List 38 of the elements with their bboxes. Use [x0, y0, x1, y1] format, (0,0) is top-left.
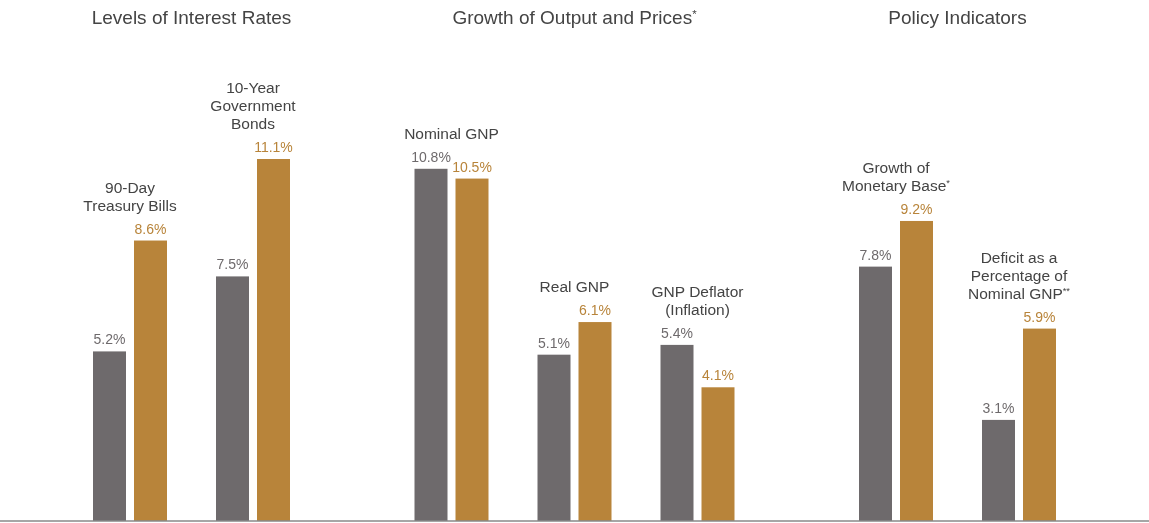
bar — [216, 276, 249, 521]
data-label: 10.8% — [411, 148, 451, 165]
annotation: Real GNP — [539, 278, 610, 296]
bar — [414, 168, 448, 521]
text: 10-Year Government Bonds — [210, 79, 297, 132]
bar — [257, 159, 290, 521]
chart-title: Levels of Interest Rates — [91, 7, 292, 28]
data-label: 11.1% — [254, 139, 293, 155]
data-label: 5.2% — [93, 331, 126, 348]
bar — [1023, 328, 1056, 521]
bar — [859, 266, 892, 521]
data-label: 10.5% — [452, 158, 492, 175]
data-label: 5.9% — [1023, 308, 1056, 325]
chart-title: Growth of Output and Prices$^{*}$ — [452, 7, 698, 28]
data-label: 3.1% — [982, 399, 1015, 416]
bar — [93, 351, 126, 521]
text: Nominal GNP — [404, 124, 499, 142]
bar — [701, 387, 735, 521]
bar — [982, 419, 1015, 521]
data-label: 7.5% — [216, 256, 249, 273]
chart-title: Policy Indicators — [888, 7, 1027, 28]
annotation: Deficit as a Percentage of Nominal GNP$^{**}$ — [968, 248, 1071, 302]
bar — [900, 220, 933, 521]
bar — [134, 240, 167, 521]
data-label: 9.2% — [900, 200, 933, 217]
bar — [455, 178, 489, 521]
data-label: 6.1% — [579, 302, 611, 319]
data-label: 5.4% — [661, 324, 693, 341]
bar — [537, 354, 571, 521]
annotation: 90-Day Treasury Bills — [83, 178, 177, 214]
data-label: 8.6% — [134, 220, 167, 237]
data-label: 7.8% — [859, 246, 892, 263]
annotation: GNP Deflator (Inflation) — [651, 282, 744, 318]
bar — [578, 322, 612, 521]
text: Growth of Monetary Base$^{*}$ — [842, 158, 951, 194]
data-label: 5.1% — [538, 334, 570, 351]
data-label: 4.1% — [702, 367, 734, 384]
bar — [660, 344, 694, 521]
